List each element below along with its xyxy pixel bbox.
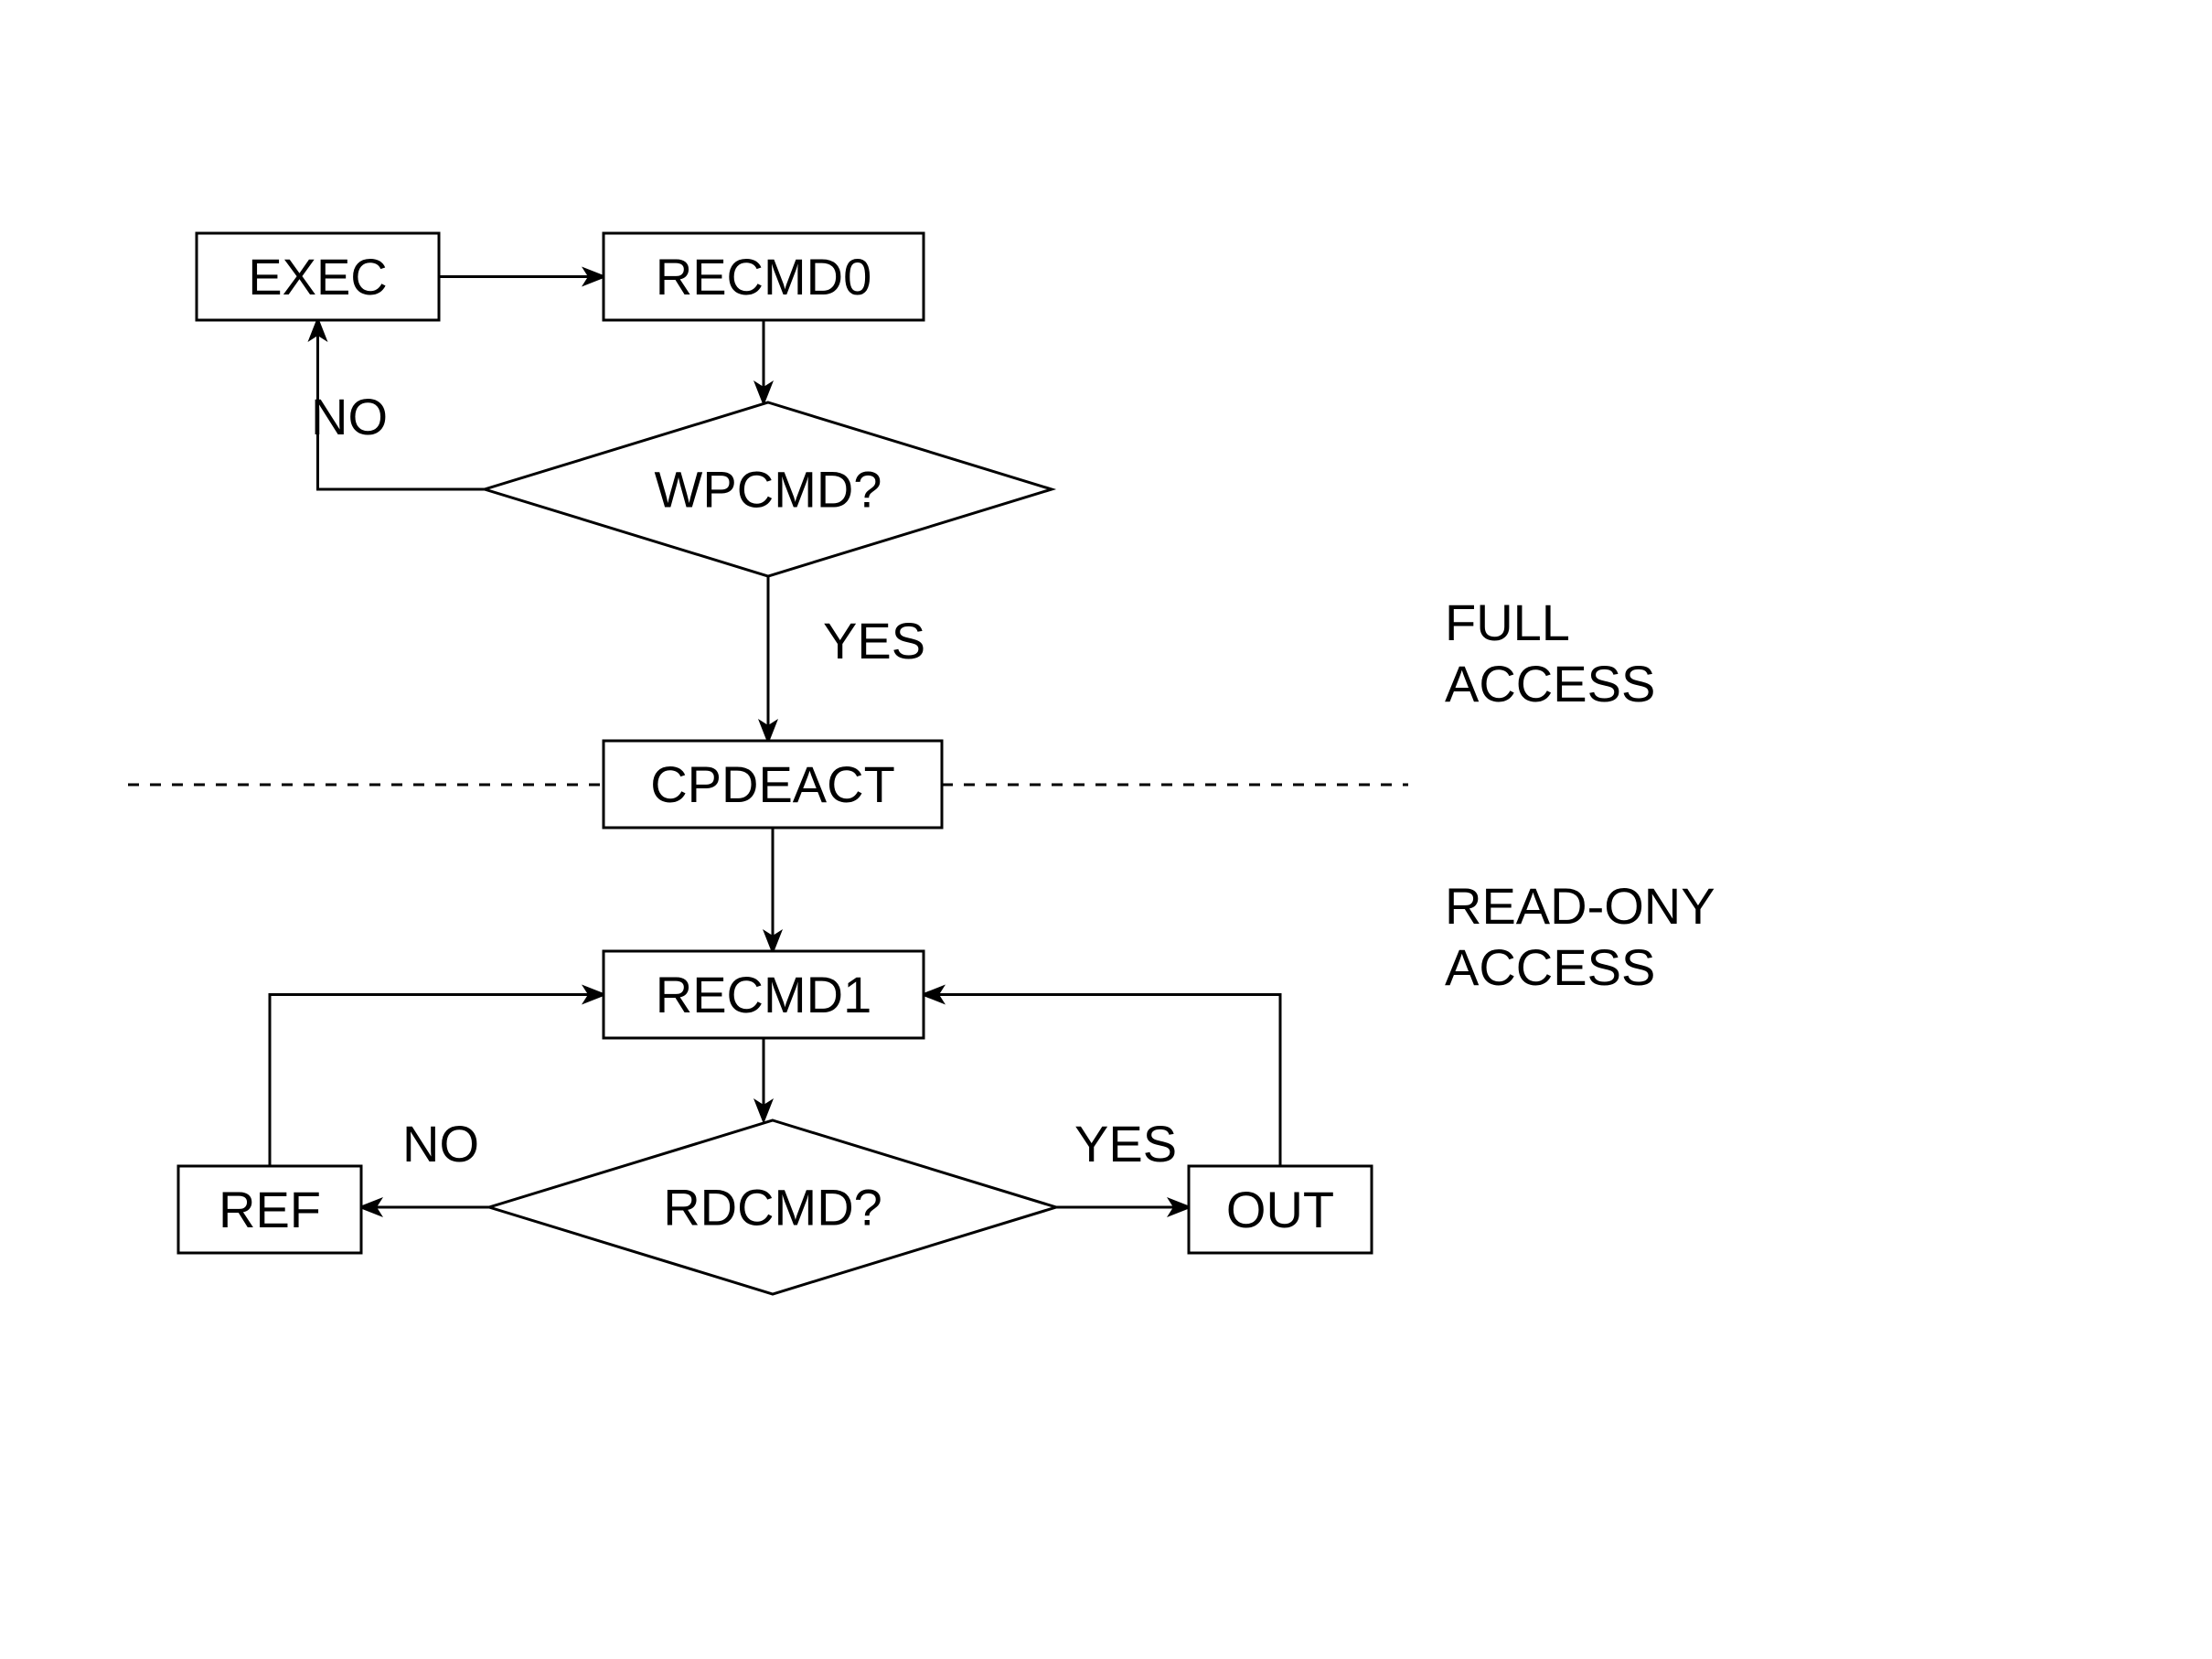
edge-label-no2: NO <box>402 1115 479 1172</box>
node-label-recmd1: RECMD1 <box>656 966 871 1023</box>
node-label-exec: EXEC <box>248 248 388 305</box>
node-label-wpcmd: WPCMD? <box>655 461 882 519</box>
node-out: OUT <box>1189 1166 1372 1253</box>
node-label-recmd0: RECMD0 <box>656 248 871 305</box>
region-label-read_only_access: READ-ONYACCESS <box>1445 877 1715 996</box>
node-label-out: OUT <box>1226 1181 1334 1238</box>
node-label-ref: REF <box>219 1181 321 1238</box>
node-recmd1: RECMD1 <box>604 951 924 1038</box>
node-wpcmd: WPCMD? <box>485 402 1052 576</box>
edge-label-yes2: YES <box>1074 1115 1177 1172</box>
node-cpdeact: CPDEACT <box>604 741 942 828</box>
region-label-full_access: FULLACCESS <box>1445 594 1655 712</box>
region-labels: FULLACCESS READ-ONYACCESS <box>1445 594 1715 996</box>
edge-label-yes1: YES <box>823 612 925 669</box>
node-recmd0: RECMD0 <box>604 233 924 320</box>
node-exec: EXEC <box>197 233 439 320</box>
node-ref: REF <box>178 1166 361 1253</box>
node-label-rdcmd: RDCMD? <box>663 1179 882 1236</box>
node-rdcmd: RDCMD? <box>489 1120 1056 1294</box>
edge-label-no1: NO <box>311 388 388 445</box>
node-label-cpdeact: CPDEACT <box>650 755 895 813</box>
